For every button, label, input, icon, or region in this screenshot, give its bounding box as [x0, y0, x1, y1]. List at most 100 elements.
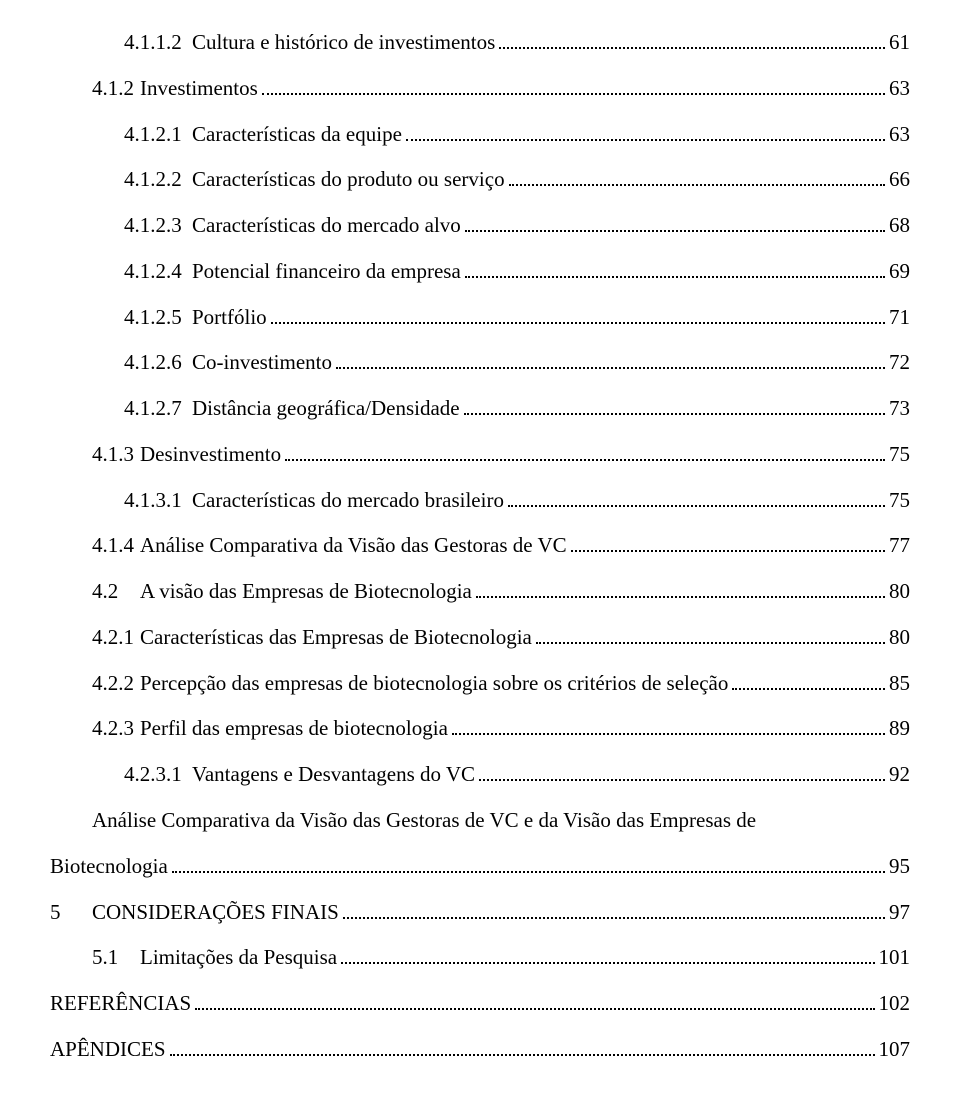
- toc-entry-title: Análise Comparativa da Visão das Gestora…: [140, 533, 567, 557]
- toc-entry: 4.1.2.6Co-investimento 72: [50, 340, 910, 386]
- toc-entry-page: 75: [889, 478, 910, 524]
- toc-entry: 4.2.3Perfil das empresas de biotecnologi…: [50, 706, 910, 752]
- toc-entry-title: CONSIDERAÇÕES FINAIS: [92, 900, 339, 924]
- toc-dot-leader: [508, 492, 885, 507]
- toc-entry-page: 63: [889, 66, 910, 112]
- toc-entry-title: REFERÊNCIAS: [50, 991, 191, 1015]
- toc-entry-title: Desinvestimento: [140, 442, 281, 466]
- toc-dot-leader: [571, 538, 885, 553]
- toc-dot-leader: [509, 172, 885, 187]
- toc-entry-number: 4.1.2.1: [124, 112, 192, 158]
- toc-entry-title: Análise Comparativa da Visão das Gestora…: [92, 798, 910, 844]
- toc-entry-page: 101: [879, 935, 911, 981]
- toc-entry-title: Características das Empresas de Biotecno…: [140, 625, 532, 649]
- toc-entry-title: Características do produto ou serviço: [192, 167, 505, 191]
- toc-entry: 4.1.2.7Distância geográfica/Densidade 73: [50, 386, 910, 432]
- toc-entry-label: 4.2A visão das Empresas de Biotecnologia: [92, 569, 472, 615]
- toc-entry: 4.1.4Análise Comparativa da Visão das Ge…: [50, 523, 910, 569]
- toc-entry-number: 5.1: [92, 935, 140, 981]
- toc-dot-leader: [170, 1041, 875, 1056]
- toc-entry-label: 4.1.1.2Cultura e histórico de investimen…: [124, 20, 495, 66]
- toc-entry-number: 4.1.2.6: [124, 340, 192, 386]
- toc-entry-label: APÊNDICES: [50, 1027, 166, 1073]
- toc-entry-label: 4.1.2Investimentos: [92, 66, 258, 112]
- toc-entry-number: 4.1.2.3: [124, 203, 192, 249]
- toc-entry-number: 4.1.2.7: [124, 386, 192, 432]
- toc-entry-label: 5CONSIDERAÇÕES FINAIS: [50, 890, 339, 936]
- toc-entry-title: A visão das Empresas de Biotecnologia: [140, 579, 472, 603]
- toc-dot-leader: [336, 355, 885, 370]
- toc-dot-leader: [343, 904, 885, 919]
- toc-entry-page: 73: [889, 386, 910, 432]
- toc-dot-leader: [452, 721, 885, 736]
- toc-dot-leader: [732, 675, 885, 690]
- toc-entry-page: 89: [889, 706, 910, 752]
- toc-dot-leader: [464, 401, 885, 416]
- toc-entry-label: 4.2.3.1Vantagens e Desvantagens do VC: [124, 752, 475, 798]
- toc-entry-page: 80: [889, 569, 910, 615]
- toc-entry: 4.1.3.1Características do mercado brasil…: [50, 478, 910, 524]
- toc-entry-title: Investimentos: [140, 76, 258, 100]
- toc-dot-leader: [465, 263, 885, 278]
- toc-entry-title: Características do mercado alvo: [192, 213, 461, 237]
- toc-entry-label: 4.1.3Desinvestimento: [92, 432, 281, 478]
- toc-entry-label: 4.2.2Percepção das empresas de biotecnol…: [92, 661, 728, 707]
- table-of-contents: 4.1.1.2Cultura e histórico de investimen…: [50, 20, 910, 1073]
- toc-dot-leader: [499, 34, 885, 49]
- toc-entry-label: 4.2.1Características das Empresas de Bio…: [92, 615, 532, 661]
- toc-entry-title: Características da equipe: [192, 122, 402, 146]
- toc-entry-page: 77: [889, 523, 910, 569]
- toc-entry-title: Perfil das empresas de biotecnologia: [140, 716, 448, 740]
- toc-entry-label: 5.1Limitações da Pesquisa: [92, 935, 337, 981]
- toc-entry-title-cont: Biotecnologia: [50, 844, 168, 890]
- toc-entry-page: 102: [879, 981, 911, 1027]
- toc-entry: 5.1Limitações da Pesquisa 101: [50, 935, 910, 981]
- toc-entry-number: 4.1.3: [92, 432, 140, 478]
- toc-entry-page: 75: [889, 432, 910, 478]
- toc-entry: 4.1.2.5Portfólio 71: [50, 295, 910, 341]
- toc-entry-page: 71: [889, 295, 910, 341]
- toc-entry: APÊNDICES 107: [50, 1027, 910, 1073]
- toc-entry-label: 4.1.2.2Características do produto ou ser…: [124, 157, 505, 203]
- toc-entry-label: 4.1.2.6Co-investimento: [124, 340, 332, 386]
- toc-dot-leader: [271, 309, 885, 324]
- toc-entry-label: 4.1.2.5Portfólio: [124, 295, 267, 341]
- toc-dot-leader: [536, 629, 885, 644]
- toc-entry-page: 97: [889, 890, 910, 936]
- toc-entry-label: 4.1.2.1Características da equipe: [124, 112, 402, 158]
- toc-entry-page: 69: [889, 249, 910, 295]
- toc-entry-number: 4.1.3.1: [124, 478, 192, 524]
- toc-entry-label: 4.1.3.1Características do mercado brasil…: [124, 478, 504, 524]
- toc-entry: 4.1.2.4Potencial financeiro da empresa 69: [50, 249, 910, 295]
- toc-entry-number: 4.2.1: [92, 615, 140, 661]
- toc-dot-leader: [285, 446, 885, 461]
- toc-entry-page: 63: [889, 112, 910, 158]
- toc-entry-label: 4.1.2.7Distância geográfica/Densidade: [124, 386, 460, 432]
- toc-entry-page: 95: [889, 844, 910, 890]
- toc-entry: 4.1.2.3Características do mercado alvo 68: [50, 203, 910, 249]
- toc-entry-title: APÊNDICES: [50, 1037, 166, 1061]
- toc-entry: REFERÊNCIAS 102: [50, 981, 910, 1027]
- toc-entry-page: 61: [889, 20, 910, 66]
- toc-entry-page: 72: [889, 340, 910, 386]
- toc-entry-page: 68: [889, 203, 910, 249]
- toc-entry-number: 4.1.2.4: [124, 249, 192, 295]
- toc-entry-label: 4.1.4Análise Comparativa da Visão das Ge…: [92, 523, 567, 569]
- toc-entry-title: Potencial financeiro da empresa: [192, 259, 461, 283]
- toc-entry-title: Portfólio: [192, 305, 267, 329]
- toc-entry-number: 5: [50, 890, 92, 936]
- toc-entry: 4.2.3.1Vantagens e Desvantagens do VC 92: [50, 752, 910, 798]
- toc-entry-title: Co-investimento: [192, 350, 332, 374]
- toc-dot-leader: [406, 126, 885, 141]
- toc-entry-number: 4.2.2: [92, 661, 140, 707]
- toc-entry-page: 92: [889, 752, 910, 798]
- toc-entry-title: Percepção das empresas de biotecnologia …: [140, 671, 728, 695]
- toc-dot-leader: [172, 858, 885, 873]
- toc-entry-number: 4.2.3: [92, 706, 140, 752]
- toc-entry-page: 80: [889, 615, 910, 661]
- toc-entry-title: Cultura e histórico de investimentos: [192, 30, 495, 54]
- toc-entry: 4.2A visão das Empresas de Biotecnologia…: [50, 569, 910, 615]
- toc-entry: 4.2.2Percepção das empresas de biotecnol…: [50, 661, 910, 707]
- toc-entry-page: 107: [879, 1027, 911, 1073]
- toc-entry: Análise Comparativa da Visão das Gestora…: [50, 798, 910, 890]
